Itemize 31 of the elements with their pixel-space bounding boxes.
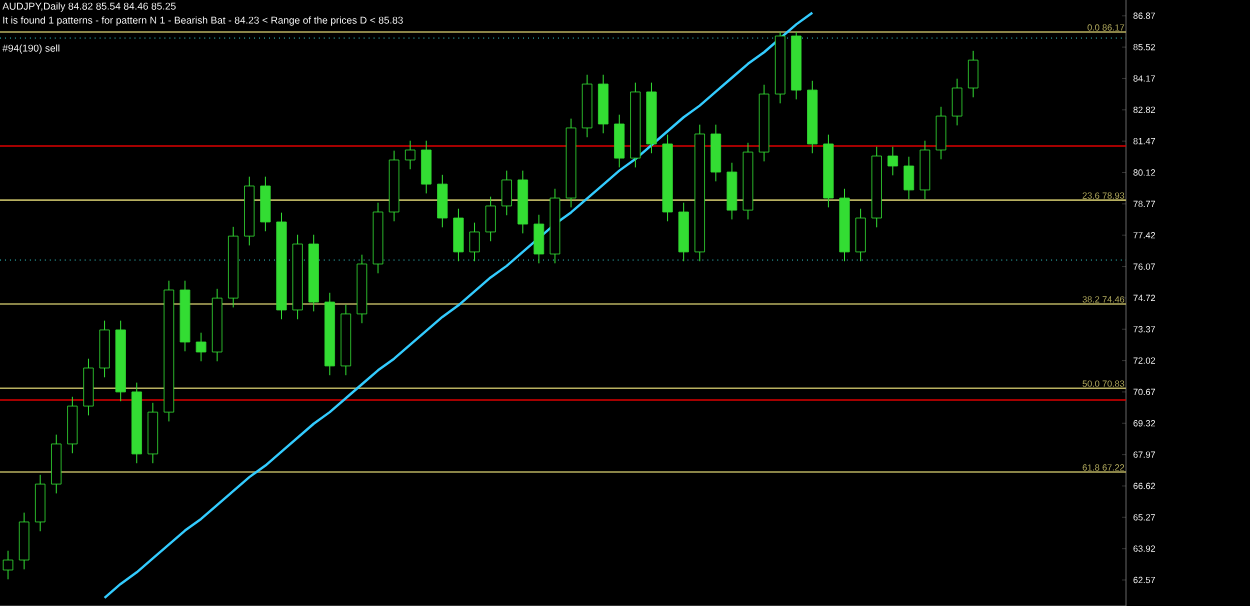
- candlestick: [67, 396, 78, 454]
- candlestick: [147, 402, 159, 464]
- candlestick: [710, 124, 722, 182]
- candlestick: [437, 174, 448, 228]
- candlestick: [919, 140, 931, 200]
- candlestick: [951, 78, 963, 126]
- candlestick: [51, 434, 62, 494]
- candlestick: [485, 196, 496, 242]
- candlestick: [935, 106, 947, 160]
- candlestick: [533, 214, 545, 264]
- candlestick: [887, 146, 898, 176]
- candlestick: [260, 176, 271, 232]
- candlestick: [614, 114, 625, 168]
- candlestick: [501, 170, 512, 216]
- candlestick: [99, 320, 110, 378]
- candlestick: [34, 474, 46, 532]
- candlestick: [678, 202, 689, 262]
- candlestick: [517, 170, 529, 234]
- candlestick: [469, 222, 480, 262]
- candlestick: [581, 74, 593, 138]
- candlestick: [404, 140, 416, 170]
- candlestick: [903, 156, 915, 200]
- candlestick: [726, 162, 738, 220]
- candlestick: [421, 140, 432, 194]
- candlestick: [195, 332, 207, 362]
- candlestick: [597, 74, 609, 134]
- candlestick: [83, 358, 94, 416]
- candlestick: [18, 512, 30, 570]
- candlestick: [855, 208, 866, 262]
- candlestick: [453, 208, 464, 262]
- candlestick: [967, 50, 979, 98]
